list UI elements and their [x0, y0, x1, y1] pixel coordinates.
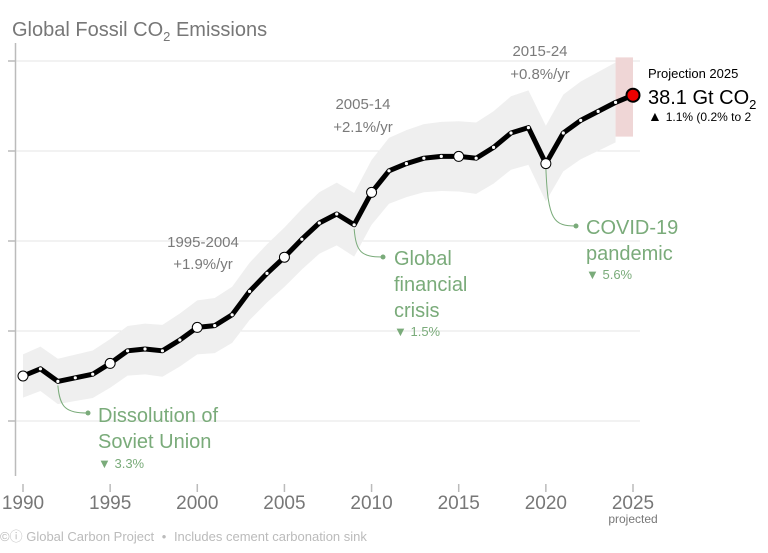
projection-change: ▲ 1.1% (0.2% to 2 — [648, 108, 751, 124]
data-point-2003[interactable] — [247, 289, 252, 293]
projection-annotation: Projection 2025 38.1 Gt CO2 ▲ 1.1% (0.2%… — [648, 66, 756, 124]
event-label: pandemic — [586, 243, 673, 265]
data-point-1990[interactable] — [17, 370, 29, 382]
down-triangle-icon: ▼ — [394, 324, 410, 339]
uncertainty-band — [23, 57, 633, 405]
data-point-1999[interactable] — [178, 338, 182, 342]
x-tick-label: 1995 — [89, 493, 131, 514]
data-point-2017[interactable] — [491, 145, 496, 149]
event-label: financial — [394, 274, 467, 296]
data-point-2024[interactable] — [613, 100, 618, 104]
data-point-1997[interactable] — [143, 347, 147, 351]
data-point-1998[interactable] — [160, 349, 165, 353]
period-label: 2015-24 — [512, 43, 567, 60]
x-axis: 1990 1995 2000 2005 2010 2015 2020 2025 — [2, 484, 654, 514]
emissions-line — [22, 92, 634, 384]
period-rate: +0.8%/yr — [510, 66, 570, 83]
data-point-2015[interactable] — [453, 150, 465, 162]
data-point-1991[interactable] — [38, 367, 43, 371]
data-point-2010[interactable] — [366, 186, 378, 198]
event-label: Soviet Union — [98, 431, 211, 453]
event-change: ▼ 3.3% — [98, 456, 145, 471]
projection-value: 38.1 Gt CO2 — [648, 87, 756, 112]
data-point-2012[interactable] — [404, 162, 409, 166]
data-point-2004[interactable] — [265, 271, 269, 275]
data-point-2021[interactable] — [561, 131, 565, 135]
data-point-2016[interactable] — [474, 156, 478, 160]
x-tick-label: 2010 — [350, 493, 392, 514]
data-point-2013[interactable] — [422, 156, 426, 160]
x-tick-label: 2020 — [525, 493, 567, 514]
event-label: Global — [394, 248, 452, 270]
event-label: COVID-19 — [586, 217, 678, 239]
data-point-2019[interactable] — [526, 126, 531, 130]
event-dot — [573, 223, 579, 229]
footer-separator: • — [162, 529, 167, 544]
event-dot — [85, 410, 91, 416]
period-rate: +2.1%/yr — [333, 119, 393, 136]
event-label: crisis — [394, 300, 440, 322]
data-point-2007[interactable] — [317, 221, 321, 225]
data-point-2009[interactable] — [352, 223, 356, 227]
period-label: 2005-14 — [335, 96, 390, 113]
data-point-projection-2025[interactable] — [625, 87, 641, 103]
data-point-2002[interactable] — [230, 313, 234, 317]
uncertainty-band-area — [23, 57, 616, 405]
footer-note: Includes cement carbonation sink — [174, 529, 367, 544]
period-label: 1995-2004 — [167, 234, 239, 251]
data-point-2001[interactable] — [213, 324, 217, 328]
event-connector — [353, 228, 384, 258]
projection-heading: Projection 2025 — [648, 66, 738, 81]
x-tick-label: 1990 — [2, 493, 44, 514]
up-triangle-icon: ▲ — [648, 108, 666, 124]
data-point-1993[interactable] — [73, 376, 77, 380]
period-annotation-2015-24: 2015-24 +0.8%/yr — [510, 43, 570, 83]
event-soviet-union: Dissolution of Soviet Union ▼ 3.3% — [98, 405, 219, 471]
event-change: ▼ 5.6% — [586, 267, 633, 282]
data-point-1994[interactable] — [91, 372, 95, 376]
data-point-2008[interactable] — [335, 212, 339, 216]
event-financial-crisis: Global financial crisis ▼ 1.5% — [394, 248, 467, 339]
x-tick-label: 2000 — [176, 493, 218, 514]
data-point-1992[interactable] — [56, 379, 60, 383]
data-point-2018[interactable] — [509, 131, 513, 135]
down-triangle-icon: ▼ — [586, 267, 602, 282]
event-dot — [380, 254, 386, 260]
x-tick-label: 2015 — [438, 493, 480, 514]
data-point-2005[interactable] — [278, 251, 290, 263]
x-tick-sublabel-projected: projected — [608, 512, 657, 526]
period-rate: +1.9%/yr — [173, 256, 233, 273]
emissions-series — [17, 87, 641, 384]
data-point-2023[interactable] — [596, 109, 600, 113]
event-label: Dissolution of — [98, 405, 219, 427]
period-annotation-2005-14: 2005-14 +2.1%/yr — [333, 96, 393, 136]
footer-source: Global Carbon Project — [26, 529, 154, 544]
data-point-2011[interactable] — [387, 169, 391, 173]
data-point-1995[interactable] — [104, 357, 116, 369]
data-point-2006[interactable] — [300, 237, 304, 241]
down-triangle-icon: ▼ — [98, 456, 114, 471]
chart-title: Global Fossil CO2 Emissions — [12, 19, 267, 44]
event-covid: COVID-19 pandemic ▼ 5.6% — [586, 217, 678, 282]
data-point-1996[interactable] — [125, 349, 130, 353]
x-tick-label: 2025 — [612, 493, 654, 514]
footer: ©ⓘ Global Carbon Project • Includes ceme… — [0, 529, 367, 544]
event-connector — [57, 385, 89, 414]
data-point-2022[interactable] — [579, 118, 583, 122]
event-connectors — [57, 167, 579, 416]
x-tick-label: 2005 — [263, 493, 305, 514]
period-annotation-1995-2004: 1995-2004 +1.9%/yr — [167, 234, 239, 273]
license-icons: ©ⓘ — [0, 529, 23, 544]
data-point-2000[interactable] — [191, 321, 203, 333]
event-connector — [545, 167, 577, 227]
data-point-2014[interactable] — [439, 154, 443, 158]
data-point-2020[interactable] — [540, 158, 552, 170]
event-change: ▼ 1.5% — [394, 324, 441, 339]
